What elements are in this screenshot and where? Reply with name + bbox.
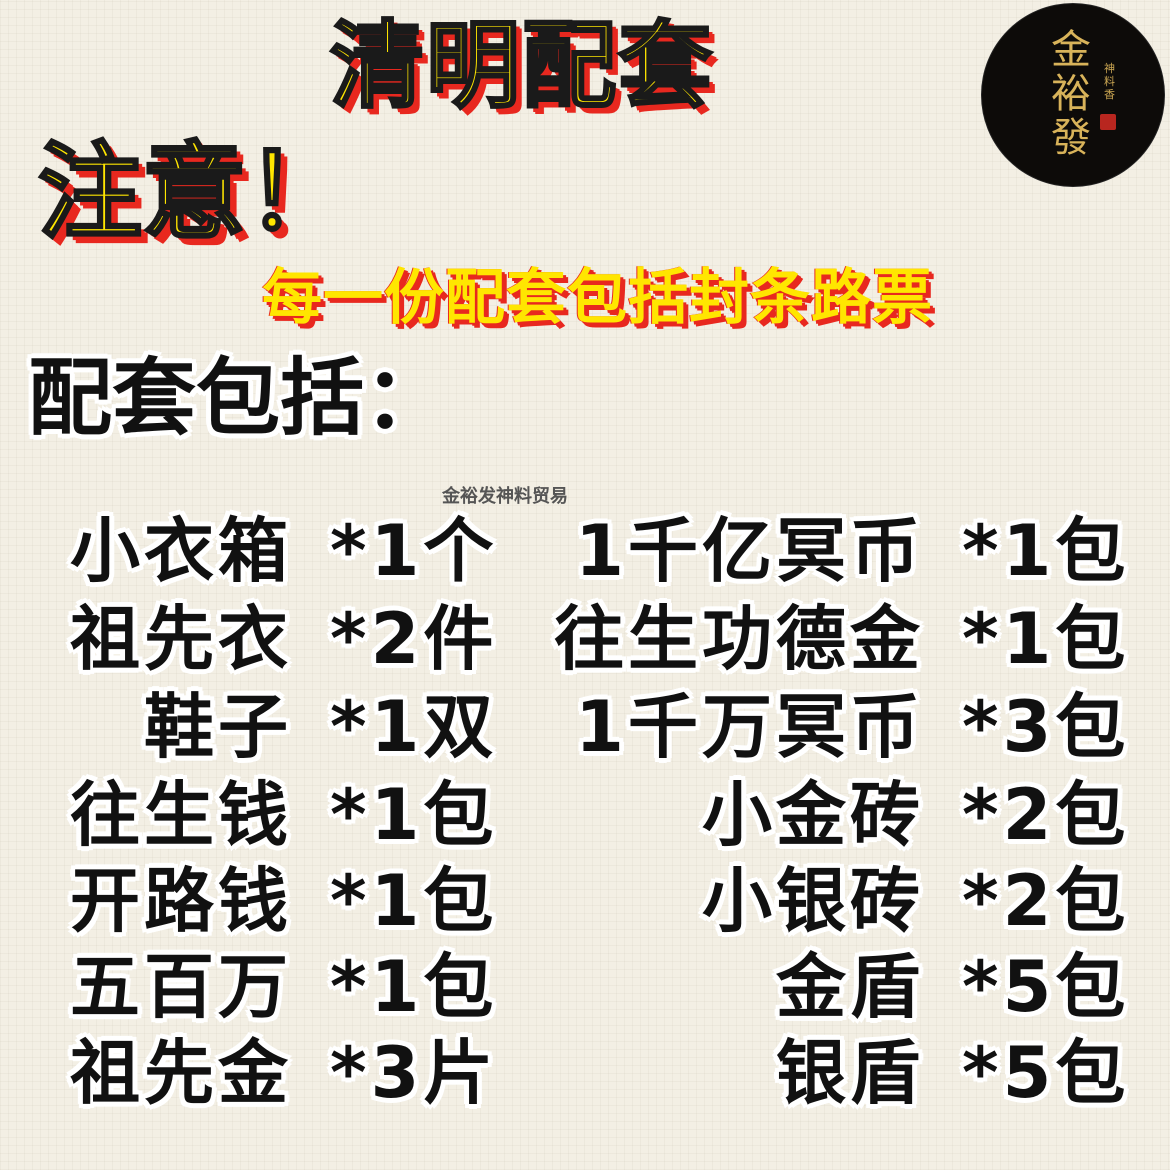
logo-brand-text: 金裕發: [1051, 27, 1091, 161]
includes-label: 配套包括：: [28, 349, 449, 447]
list-item-qty: *2包: [962, 860, 1130, 942]
watermark: 金裕发神料贸易: [442, 486, 568, 507]
list-item-qty: *1双: [330, 686, 498, 768]
list-item-name: 银盾: [776, 1032, 924, 1114]
list-item-qty: *5包: [962, 946, 1130, 1028]
page-title: 清明配套: [328, 12, 715, 121]
list-item-qty: *1个: [330, 510, 498, 592]
list-item-name: 祖先金: [70, 1032, 292, 1114]
list-item-qty: *3片: [330, 1032, 498, 1114]
notice-subtitle: 每一份配套包括封条路票: [262, 263, 933, 333]
list-item-qty: *1包: [330, 860, 498, 942]
list-item-name: 金盾: [776, 946, 924, 1028]
list-item-qty: *1包: [962, 510, 1130, 592]
notice-heading: 注意！: [36, 131, 351, 253]
list-item-qty: *1包: [330, 774, 498, 856]
list-item-qty: *1包: [962, 598, 1130, 680]
list-item-name: 祖先衣: [70, 598, 292, 680]
seal-icon: [1100, 114, 1116, 130]
list-item-name: 开路钱: [70, 860, 292, 942]
list-item-qty: *5包: [962, 1032, 1130, 1114]
list-item-name: 鞋子: [144, 686, 292, 768]
list-item-name: 往生功德金: [554, 598, 924, 680]
list-item-qty: *2件: [330, 598, 498, 680]
list-item-qty: *2包: [962, 774, 1130, 856]
brand-logo: 金裕發 神料香: [982, 4, 1164, 186]
logo-side-text: 神料香: [1104, 62, 1115, 101]
list-item-qty: *1包: [330, 946, 498, 1028]
list-item-name: 小金砖: [702, 774, 924, 856]
list-item-name: 五百万: [70, 946, 292, 1028]
list-item-name: 1千亿冥币: [575, 510, 924, 592]
list-item-name: 小衣箱: [70, 510, 292, 592]
list-item-name: 1千万冥币: [575, 686, 924, 768]
list-item-name: 往生钱: [70, 774, 292, 856]
list-item-qty: *3包: [962, 686, 1130, 768]
list-item-name: 小银砖: [702, 860, 924, 942]
